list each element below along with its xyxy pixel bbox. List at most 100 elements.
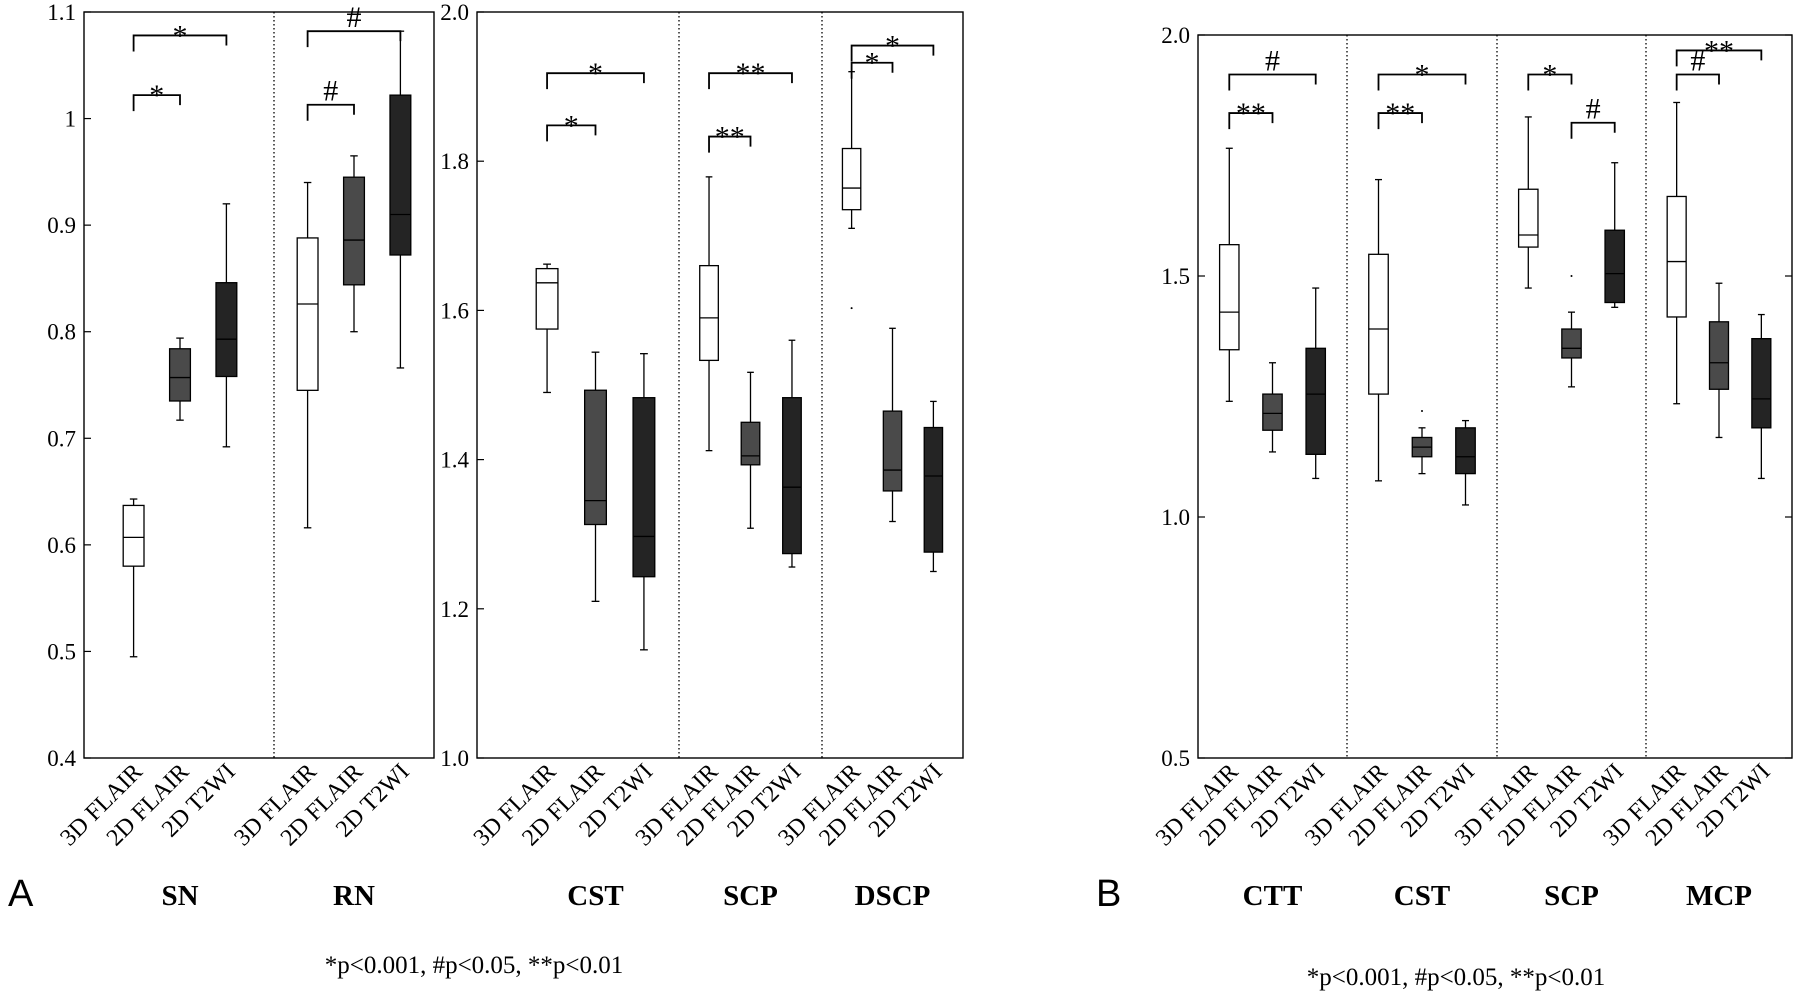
- box-cst-0: [1368, 253, 1389, 395]
- y-tick-label: 1.4: [440, 448, 469, 473]
- significance-label: #: [1586, 93, 1601, 126]
- y-tick-label: 0.5: [47, 639, 76, 664]
- plot-frame: [1197, 34, 1793, 759]
- y-tick-label: 1: [65, 107, 77, 132]
- outlier-point: [1421, 409, 1423, 412]
- box-cst-2: [632, 397, 656, 578]
- significance-label: *: [865, 47, 880, 80]
- y-tick-label: 1.0: [440, 746, 469, 771]
- significance-bracket: [1377, 112, 1423, 130]
- significance-bracket: [1228, 73, 1317, 91]
- box-cst-1: [583, 389, 608, 526]
- box-mcp-2: [1751, 338, 1772, 429]
- significance-label: *: [885, 30, 900, 63]
- panel-label: A: [8, 873, 34, 915]
- group-label: SCP: [1544, 880, 1599, 912]
- outlier-point: [1570, 275, 1573, 277]
- y-tick-label: 1.6: [440, 298, 469, 323]
- group-label: CST: [567, 880, 623, 912]
- group-label: DSCP: [855, 880, 931, 912]
- outlier-point: [850, 307, 853, 310]
- box-rn-0: [296, 237, 319, 391]
- significance-label: #: [347, 1, 362, 34]
- group-label: RN: [333, 880, 375, 912]
- box-rn-1: [342, 176, 366, 286]
- y-tick-label: 1.1: [47, 0, 76, 25]
- group-label: CST: [1394, 880, 1450, 912]
- significance-bracket: [132, 94, 181, 112]
- footnote-panel-a: *p<0.001, #p<0.05, **p<0.01: [325, 952, 624, 979]
- box-scp-0: [1517, 188, 1539, 248]
- box-cst-2: [1455, 427, 1476, 475]
- box-scp-2: [1604, 229, 1626, 304]
- y-tick-label: 1.5: [1161, 264, 1190, 289]
- group-label: MCP: [1686, 880, 1752, 912]
- significance-label: **: [736, 57, 766, 90]
- y-tick-label: 1.8: [440, 149, 469, 174]
- y-tick-label: 2.0: [1161, 23, 1190, 48]
- significance-label: #: [1690, 45, 1705, 78]
- significance-bracket: [850, 44, 935, 62]
- significance-bracket: [306, 103, 355, 121]
- box-scp-0: [699, 264, 719, 362]
- significance-bracket: [708, 72, 793, 90]
- significance-label: **: [1704, 34, 1734, 67]
- significance-label: *: [173, 19, 188, 52]
- box-scp-1: [740, 421, 761, 466]
- box-scp-1: [1561, 328, 1582, 359]
- y-tick-label: 0.6: [47, 533, 76, 558]
- plot-frame: [83, 11, 435, 759]
- significance-bracket: [1570, 121, 1616, 139]
- box-cst-0: [535, 267, 559, 330]
- significance-label: **: [1236, 97, 1266, 130]
- significance-bracket: [1527, 73, 1573, 91]
- significance-bracket: [546, 72, 645, 90]
- box-mcp-0: [1666, 195, 1687, 318]
- significance-bracket: [546, 124, 597, 142]
- y-tick-label: 1.0: [1161, 505, 1190, 530]
- significance-bracket: [1675, 49, 1763, 67]
- significance-label: *: [1542, 59, 1557, 92]
- y-tick-label: 0.9: [47, 213, 76, 238]
- y-tick-label: 0.5: [1161, 746, 1190, 771]
- significance-label: **: [715, 121, 745, 154]
- y-tick-label: 1.2: [440, 597, 469, 622]
- significance-bracket: [1675, 73, 1720, 91]
- box-ctt-0: [1218, 244, 1240, 351]
- box-dscp-1: [882, 410, 903, 492]
- box-dscp-0: [841, 147, 862, 211]
- panel-label: B: [1096, 873, 1121, 915]
- y-tick-label: 0.4: [47, 746, 76, 771]
- box-ctt-2: [1305, 347, 1327, 455]
- group-label: CTT: [1243, 880, 1303, 912]
- box-dscp-2: [923, 426, 944, 553]
- y-tick-label: 2.0: [440, 0, 469, 25]
- significance-bracket: [708, 135, 752, 153]
- box-sn-2: [215, 282, 238, 378]
- significance-bracket: [1377, 73, 1467, 91]
- box-scp-2: [782, 397, 802, 555]
- significance-bracket: [850, 61, 894, 79]
- box-ctt-1: [1262, 393, 1283, 431]
- significance-bracket: [306, 30, 402, 48]
- significance-label: #: [1265, 45, 1280, 78]
- plot-frame: [476, 11, 964, 759]
- significance-label: *: [149, 79, 164, 112]
- y-tick-label: 0.7: [47, 426, 76, 451]
- box-sn-1: [168, 348, 192, 402]
- box-rn-2: [389, 94, 412, 256]
- significance-bracket: [1228, 112, 1274, 130]
- group-label: SCP: [723, 880, 778, 912]
- significance-bracket: [132, 34, 228, 52]
- significance-label: *: [1415, 59, 1430, 92]
- box-mcp-1: [1708, 321, 1730, 390]
- box-sn-0: [122, 504, 145, 567]
- significance-label: *: [588, 57, 603, 90]
- significance-label: #: [323, 75, 338, 108]
- significance-label: *: [564, 109, 579, 142]
- y-tick-label: 0.8: [47, 320, 76, 345]
- group-label: SN: [161, 880, 198, 912]
- footnote-panel-b: *p<0.001, #p<0.05, **p<0.01: [1307, 964, 1606, 991]
- significance-label: **: [1385, 97, 1415, 130]
